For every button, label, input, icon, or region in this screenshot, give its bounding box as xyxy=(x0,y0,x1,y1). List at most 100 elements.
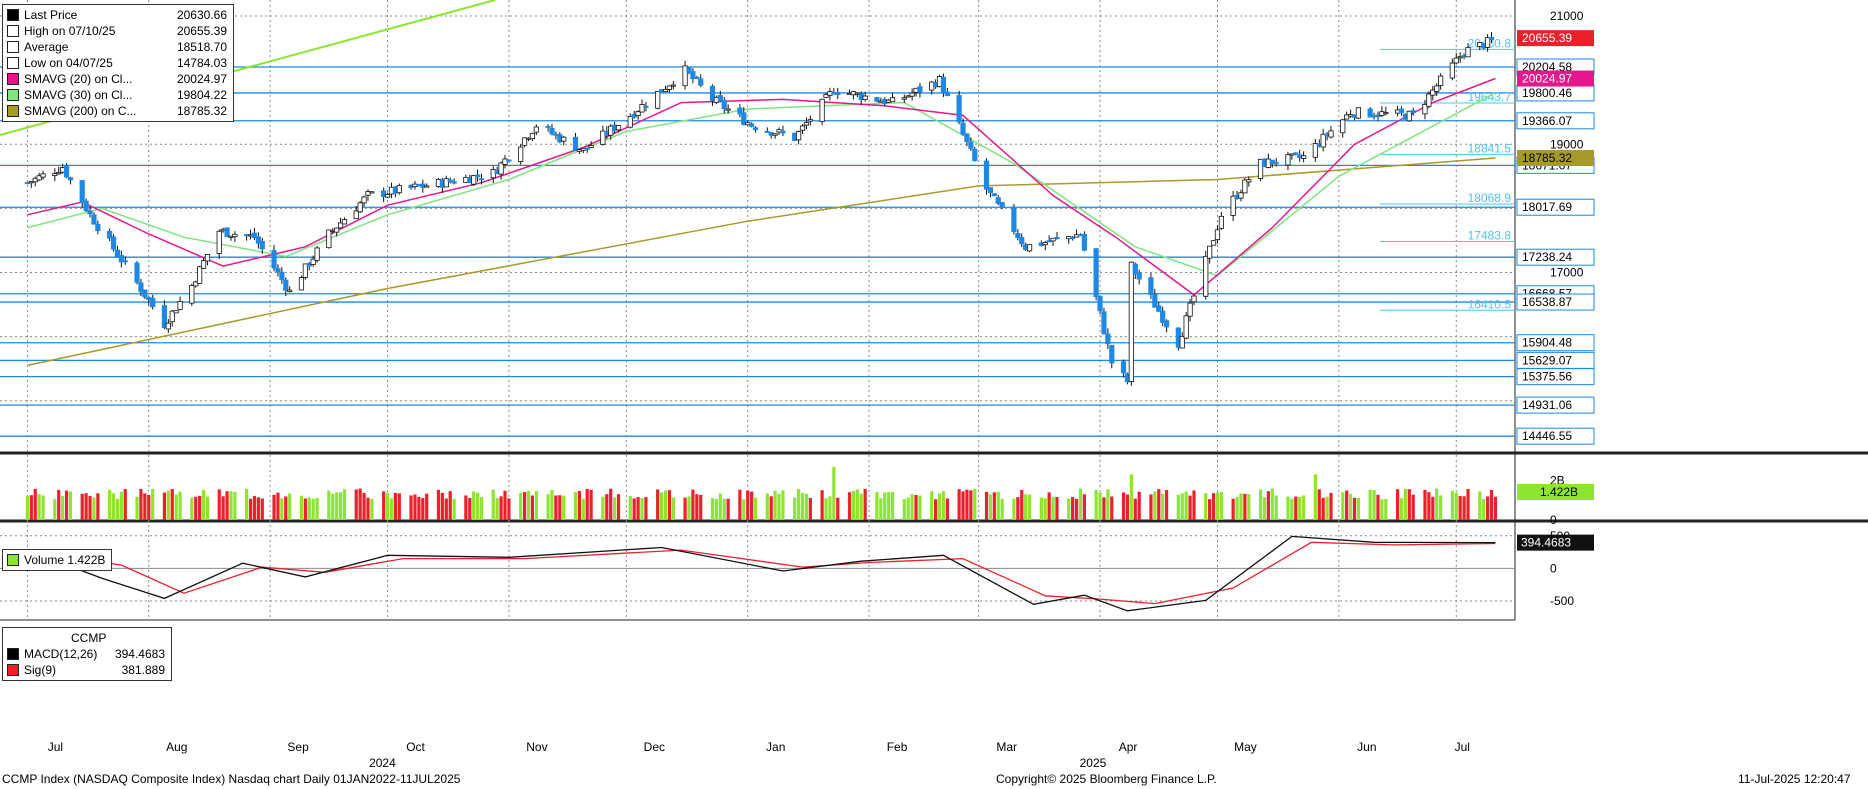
candle xyxy=(1109,344,1115,369)
volume-bar xyxy=(613,497,617,520)
volume-bar xyxy=(1270,488,1274,520)
macd-tick-label: -500 xyxy=(1550,594,1574,608)
volume-bar xyxy=(683,497,687,520)
candle-body xyxy=(635,111,641,116)
candle xyxy=(1238,189,1244,202)
candle xyxy=(177,296,183,311)
volume-bar xyxy=(558,495,562,520)
volume-bar xyxy=(1290,498,1294,520)
candle xyxy=(142,289,148,300)
volume-bar xyxy=(918,495,922,520)
volume-bar xyxy=(1016,497,1020,520)
volume-bar xyxy=(448,491,452,520)
volume-bar xyxy=(581,498,585,520)
volume-bar xyxy=(389,498,394,520)
legend-row: Low on 04/07/25 14784.03 xyxy=(7,55,227,71)
legend-row: Average 18518.70 xyxy=(7,39,227,55)
candle xyxy=(655,90,661,110)
candle xyxy=(749,122,755,128)
candle-body xyxy=(655,90,661,109)
volume-bar xyxy=(1039,497,1043,520)
volume-bar xyxy=(726,498,730,520)
candle-body xyxy=(118,255,124,263)
volume-bar xyxy=(366,497,370,520)
candle-body xyxy=(549,127,555,135)
candle-body xyxy=(1301,155,1307,159)
candle xyxy=(165,319,171,333)
candle-body xyxy=(502,158,508,165)
volume-bar xyxy=(914,495,918,520)
candle-body xyxy=(275,268,281,273)
x-tick-label: Nov xyxy=(526,740,547,754)
volume-bar xyxy=(1184,491,1188,520)
volume-bar xyxy=(1266,491,1270,520)
candle xyxy=(533,124,539,136)
candle-body xyxy=(138,282,144,293)
volume-bar xyxy=(722,498,726,520)
volume-bar xyxy=(820,490,824,520)
legend-swatch xyxy=(7,73,19,85)
volume-bar xyxy=(1485,496,1490,520)
volume-bar xyxy=(1427,492,1431,520)
candle xyxy=(1383,106,1389,116)
volume-bar xyxy=(773,490,777,520)
candle xyxy=(635,110,641,120)
volume-bar xyxy=(601,496,605,520)
volume-bar xyxy=(327,490,331,520)
candle-body xyxy=(341,219,348,225)
candle xyxy=(232,231,238,242)
volume-legend: Volume 1.422B xyxy=(2,549,113,571)
candle-body xyxy=(1214,229,1221,241)
candle xyxy=(917,82,923,98)
candle-body xyxy=(150,297,156,308)
candle-body xyxy=(588,145,594,148)
volume-bar xyxy=(41,495,45,520)
candle-body xyxy=(1136,272,1142,280)
candle xyxy=(1026,244,1033,253)
volume-bar xyxy=(824,498,828,520)
candle xyxy=(666,85,673,93)
candle-body xyxy=(533,126,539,133)
candle-body xyxy=(1293,152,1299,155)
volume-bar xyxy=(526,490,531,520)
legend-label: SMAVG (20) on Cl... xyxy=(24,72,133,86)
volume-bar xyxy=(472,491,476,520)
volume-bar xyxy=(1325,496,1329,520)
candle xyxy=(1070,235,1076,241)
candle-body xyxy=(95,224,101,232)
volume-bar xyxy=(1067,498,1071,520)
candle-body xyxy=(200,260,207,269)
volume-bar xyxy=(667,490,672,520)
candle xyxy=(737,104,743,118)
candle-body xyxy=(944,91,950,96)
legend-label: High on 07/10/25 xyxy=(24,24,116,38)
candle-body xyxy=(686,67,692,73)
volume-tick-label: 0 xyxy=(1550,513,1557,527)
level-note: 16410.5 xyxy=(1468,297,1512,311)
candle-body xyxy=(917,86,923,93)
candle xyxy=(956,90,962,125)
candle-body xyxy=(1355,107,1362,119)
candle xyxy=(1081,231,1087,252)
candle-body xyxy=(498,162,504,175)
candle-body xyxy=(474,174,481,178)
candle-body xyxy=(752,127,759,131)
candle xyxy=(107,228,113,242)
volume-bar xyxy=(530,495,535,520)
volume-bar xyxy=(800,492,805,520)
legend-swatch xyxy=(7,554,19,566)
candle xyxy=(1398,106,1405,116)
x-tick-label: Oct xyxy=(406,740,425,754)
candle xyxy=(110,234,117,252)
candle-body xyxy=(1344,114,1350,120)
volume-bar xyxy=(1352,497,1357,520)
candle-body xyxy=(725,108,731,111)
candle xyxy=(1242,177,1248,194)
candle xyxy=(964,133,970,147)
volume-bar xyxy=(280,498,284,520)
volume-bar xyxy=(53,499,57,520)
volume-bar xyxy=(178,491,182,520)
legend-row: Last Price 20630.66 xyxy=(7,7,227,23)
volume-bar xyxy=(1231,498,1235,520)
volume-bar xyxy=(1153,491,1157,520)
